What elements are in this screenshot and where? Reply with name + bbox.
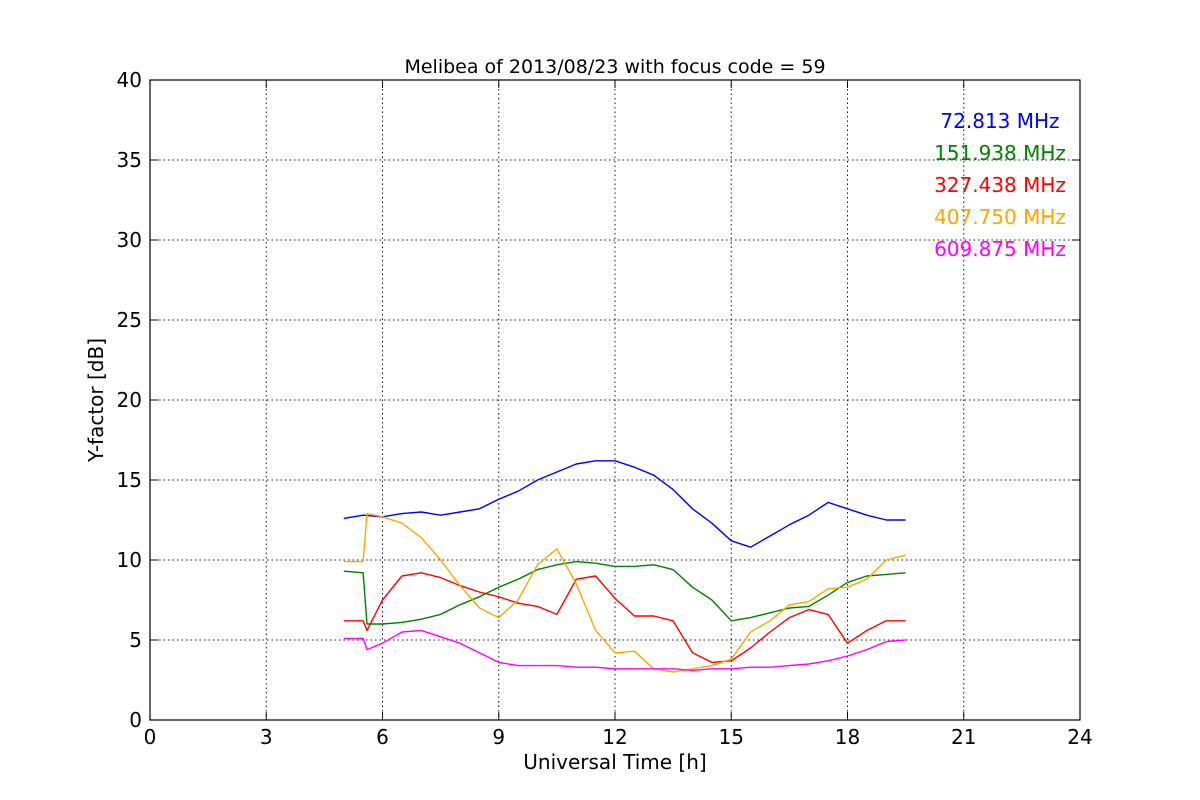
x-tick-label: 18 bbox=[835, 725, 860, 749]
x-tick-label: 24 bbox=[1067, 725, 1092, 749]
series-line-1 bbox=[343, 560, 906, 625]
chart-title: Melibea of 2013/08/23 with focus code = … bbox=[404, 56, 825, 78]
y-tick-label: 5 bbox=[129, 628, 142, 652]
legend-entry-2: 327.438 MHz bbox=[934, 173, 1066, 197]
plot-area bbox=[343, 460, 906, 673]
series-line-4 bbox=[343, 629, 906, 672]
y-tick-label: 15 bbox=[117, 468, 142, 492]
x-tick-label: 3 bbox=[260, 725, 273, 749]
series-line-0 bbox=[343, 460, 906, 548]
x-tick-label: 15 bbox=[719, 725, 744, 749]
legend: 72.813 MHz 151.938 MHz 327.438 MHz 407.750 … bbox=[934, 109, 1066, 261]
y-tick-label: 10 bbox=[117, 548, 142, 572]
legend-entry-1: 151.938 MHz bbox=[934, 141, 1066, 165]
x-tick-label: 0 bbox=[144, 725, 157, 749]
series-line-3 bbox=[343, 512, 906, 673]
axis-ticks: 0 3 6 9 12 15 18 21 24 0 5 10 15 20 25 30 35 40 bbox=[117, 68, 1093, 749]
y-axis-label: Y-factor [dB] bbox=[84, 338, 108, 463]
y-tick-label: 25 bbox=[117, 308, 142, 332]
legend-entry-4: 609.875 MHz bbox=[934, 237, 1066, 261]
legend-entry-0: 72.813 MHz bbox=[940, 109, 1059, 133]
x-tick-label: 21 bbox=[951, 725, 976, 749]
series-line-2 bbox=[343, 572, 906, 664]
y-tick-label: 35 bbox=[117, 148, 142, 172]
x-tick-label: 9 bbox=[492, 725, 505, 749]
legend-entry-3: 407.750 MHz bbox=[934, 205, 1066, 229]
grid bbox=[150, 80, 1080, 720]
y-tick-label: 30 bbox=[117, 228, 142, 252]
x-axis-label: Universal Time [h] bbox=[523, 750, 706, 774]
y-tick-label: 20 bbox=[117, 388, 142, 412]
y-tick-label: 0 bbox=[129, 708, 142, 732]
x-tick-label: 6 bbox=[376, 725, 389, 749]
x-tick-label: 12 bbox=[602, 725, 627, 749]
y-tick-label: 40 bbox=[117, 68, 142, 92]
